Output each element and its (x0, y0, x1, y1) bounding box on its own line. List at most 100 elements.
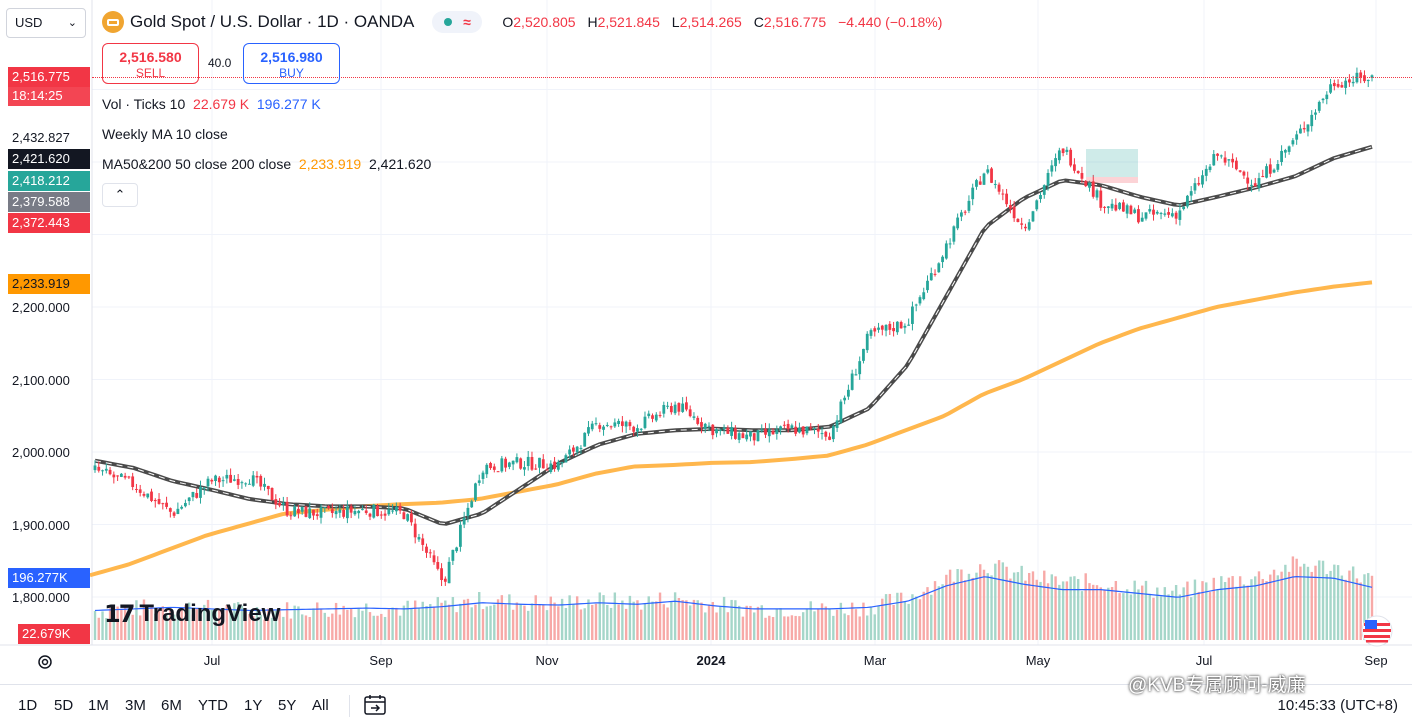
tradingview-logo-mark: 17 (104, 600, 135, 628)
volume-bar (1197, 591, 1200, 640)
volume-bar (768, 615, 771, 640)
volume-bar (229, 614, 232, 640)
candle-body (666, 405, 669, 407)
candle-body (221, 480, 225, 482)
candle-body (342, 509, 346, 517)
candle-body (941, 256, 944, 263)
range-5d-button[interactable]: 5D (54, 697, 74, 714)
candle-body (556, 462, 560, 470)
range-6m-button[interactable]: 6M (161, 697, 182, 714)
price-chart[interactable] (0, 0, 1412, 684)
go-to-date-icon[interactable] (362, 692, 388, 718)
candle-body (165, 502, 168, 507)
candle-body (112, 474, 116, 478)
candle-body (195, 493, 199, 498)
candle-body (978, 181, 982, 185)
candle-body (440, 568, 443, 581)
candle-body (364, 510, 368, 514)
volume-bar (157, 608, 161, 640)
volume-ma-legend-value: 196.277 K (256, 96, 321, 112)
volume-bar (383, 616, 387, 640)
volume-bar (1069, 576, 1072, 640)
volume-bar (398, 615, 402, 640)
candle-body (1133, 209, 1137, 213)
volume-bar (1167, 594, 1170, 640)
volume-bar (429, 604, 432, 640)
volume-bar (1005, 566, 1008, 640)
candle-body (643, 416, 647, 428)
sell-button[interactable]: 2,516.580 SELL (102, 43, 199, 84)
market-status[interactable]: ≈ (432, 11, 483, 33)
volume-bar (749, 605, 752, 640)
candle-body (918, 297, 922, 304)
volume-bar (764, 617, 767, 640)
legend-collapse-button[interactable]: ⌃ (102, 183, 138, 207)
range-5y-button[interactable]: 5Y (278, 697, 297, 714)
candle-body (432, 555, 436, 563)
currency-select[interactable]: USD ⌄ (6, 8, 86, 38)
volume-bar (1205, 582, 1208, 640)
volume-bar (150, 604, 153, 640)
weekly-ma-legend[interactable]: Weekly MA 10 close (102, 126, 228, 142)
candle-body (594, 423, 598, 425)
ma-legend[interactable]: MA50&200 50 close 200 close 2,233.919 2,… (102, 156, 431, 172)
volume-bar (606, 604, 609, 640)
volume-bar (97, 617, 100, 640)
chart-clock[interactable]: 10:45:33 (UTC+8) (1277, 697, 1398, 714)
candle-body (1076, 170, 1080, 174)
volume-bar (1152, 597, 1155, 640)
time-tick-6: Jul (1195, 653, 1213, 668)
candle-body (1332, 83, 1336, 87)
volume-bar (278, 608, 281, 640)
candle-body (526, 456, 530, 467)
volume-bar (233, 603, 236, 640)
candle-body (312, 509, 315, 516)
range-ytd-button[interactable]: YTD (198, 697, 228, 714)
candle-body (413, 523, 417, 538)
range-1d-button[interactable]: 1D (18, 697, 38, 714)
candle-body (1110, 203, 1114, 209)
volume-bar (963, 580, 967, 640)
volume-bar (1137, 589, 1140, 640)
candle-body (779, 426, 782, 430)
candle-body (756, 430, 760, 442)
tradingview-logo[interactable]: 17 TradingView (104, 600, 280, 628)
toolbar-separator (349, 695, 350, 717)
volume-bar (1201, 581, 1204, 640)
volume-bar (666, 607, 669, 640)
range-1y-button[interactable]: 1Y (244, 697, 263, 714)
volume-bar (1095, 585, 1099, 640)
volume-bar (899, 592, 903, 640)
candle-body (986, 169, 990, 173)
candle-body (809, 427, 813, 429)
volume-bar (1302, 563, 1306, 640)
candle-body (161, 503, 165, 505)
candle-body (990, 168, 993, 183)
volume-bar (1272, 569, 1276, 640)
settings-gear-icon[interactable] (36, 653, 54, 671)
candle-body (530, 457, 534, 470)
volume-bar (391, 607, 394, 640)
candle-body (1095, 190, 1099, 198)
candle-body (1261, 176, 1265, 178)
candle-body (1250, 184, 1253, 186)
candle-body (297, 508, 300, 514)
candle-body (458, 524, 462, 547)
volume-bar (316, 602, 319, 640)
buy-button[interactable]: 2,516.980 BUY (243, 43, 340, 84)
candle-body (1186, 195, 1189, 207)
volume-bar (508, 594, 511, 640)
us-flag-icon[interactable] (1360, 614, 1394, 648)
volume-legend[interactable]: Vol · Ticks 10 22.679 K 196.277 K (102, 96, 321, 112)
symbol-title[interactable]: Gold Spot / U.S. Dollar · 1D · OANDA (130, 12, 415, 31)
volume-bar (413, 600, 417, 640)
candle-body (289, 515, 293, 517)
volume-bar (1110, 587, 1114, 640)
candle-body (232, 479, 236, 481)
candle-body (760, 429, 764, 431)
range-1m-button[interactable]: 1M (88, 697, 109, 714)
range-all-button[interactable]: All (312, 697, 329, 714)
volume-bar (798, 616, 801, 640)
range-3m-button[interactable]: 3M (125, 697, 146, 714)
volume-bar (1336, 565, 1340, 640)
